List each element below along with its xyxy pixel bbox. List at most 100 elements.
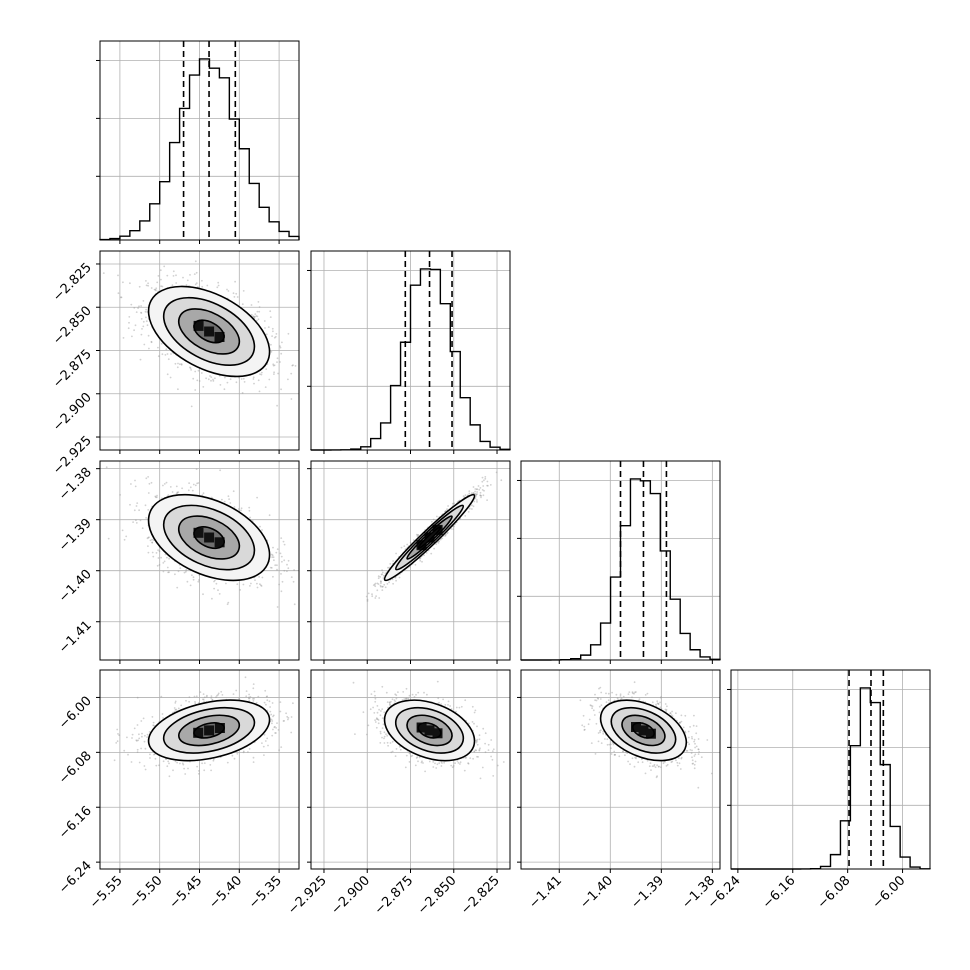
sample-point — [148, 536, 150, 539]
sample-point — [291, 364, 294, 367]
sample-point — [131, 335, 133, 338]
sample-point — [147, 476, 150, 478]
sample-point — [120, 296, 122, 299]
sample-point — [231, 754, 234, 757]
sample-point — [166, 566, 169, 569]
sample-point — [249, 516, 252, 519]
sample-point — [416, 535, 419, 538]
sample-point — [161, 713, 164, 715]
sample-point — [189, 367, 192, 370]
sample-point — [380, 582, 382, 584]
sample-point — [265, 333, 268, 336]
sample-point — [250, 313, 253, 316]
sample-point — [107, 537, 110, 540]
sample-point — [235, 292, 238, 295]
sample-point — [276, 361, 278, 363]
sample-point — [228, 498, 231, 500]
sample-point — [283, 543, 286, 546]
sample-point — [202, 593, 204, 596]
sample-point — [376, 589, 379, 592]
sample-point — [186, 580, 189, 583]
sample-point — [381, 571, 384, 574]
sample-point — [145, 308, 148, 311]
sample-point — [179, 567, 182, 569]
sample-point — [182, 276, 184, 279]
sample-point — [166, 373, 169, 376]
sample-point — [280, 573, 282, 575]
sample-point — [276, 568, 278, 571]
sample-point — [166, 274, 169, 277]
sample-point — [140, 311, 142, 314]
sample-point — [179, 363, 181, 366]
sample-point — [194, 389, 197, 391]
sample-point — [271, 327, 274, 330]
sample-point — [151, 541, 154, 544]
sample-point — [167, 358, 170, 361]
sample-point — [261, 529, 263, 531]
sample-point — [260, 371, 263, 374]
sample-point — [142, 300, 145, 302]
sample-point — [238, 376, 240, 379]
sample-point — [229, 502, 232, 504]
sample-point — [495, 471, 498, 474]
sample-point — [175, 282, 178, 284]
sample-point — [141, 527, 144, 530]
sample-point — [241, 303, 244, 306]
sample-point — [168, 557, 171, 560]
sample-point — [388, 581, 390, 584]
sample-point — [194, 484, 197, 487]
sample-point — [157, 549, 160, 551]
sample-point — [218, 593, 221, 595]
sample-point — [147, 545, 149, 547]
sample-point — [227, 601, 230, 604]
sample-point — [189, 366, 191, 369]
sample-point — [128, 316, 131, 318]
sample-point — [142, 717, 145, 720]
sample-point — [379, 580, 382, 583]
sample-point — [280, 352, 283, 355]
sample-point — [290, 398, 293, 400]
sample-point — [202, 386, 205, 388]
sample-point — [188, 482, 191, 484]
sample-point — [270, 713, 273, 716]
sample-point — [174, 760, 177, 763]
sample-point — [157, 355, 160, 358]
sample-point — [276, 404, 278, 407]
sample-point — [164, 354, 167, 356]
sample-point — [199, 691, 202, 693]
sample-point — [236, 296, 239, 298]
sample-point — [147, 284, 150, 287]
sample-point — [464, 515, 467, 517]
sample-point — [264, 689, 267, 692]
sample-point — [223, 388, 226, 391]
sample-point — [157, 346, 159, 349]
sample-point — [198, 380, 201, 382]
sample-point — [386, 583, 389, 585]
sample-point — [217, 281, 220, 284]
sample-point — [175, 274, 177, 277]
sample-point — [271, 335, 273, 337]
sample-point — [480, 496, 482, 499]
sample-point — [260, 373, 263, 376]
sample-point — [486, 499, 488, 501]
sample-point — [138, 509, 141, 512]
sample-point — [500, 479, 503, 482]
sample-point — [252, 378, 255, 380]
sample-point — [129, 503, 131, 506]
sample-point — [156, 494, 158, 497]
sample-point — [472, 505, 475, 508]
sample-point — [117, 292, 120, 295]
sample-point — [242, 290, 245, 292]
sample-point — [195, 271, 198, 274]
sample-point — [484, 477, 487, 480]
sample-point — [255, 315, 258, 317]
sample-point — [270, 553, 273, 556]
sample-point — [252, 315, 255, 318]
sample-point — [153, 288, 156, 291]
sample-point — [144, 768, 147, 771]
sample-point — [202, 693, 205, 695]
sample-point — [132, 521, 135, 523]
sample-point — [482, 485, 485, 487]
sample-point — [395, 552, 397, 555]
sample-point — [272, 364, 275, 367]
